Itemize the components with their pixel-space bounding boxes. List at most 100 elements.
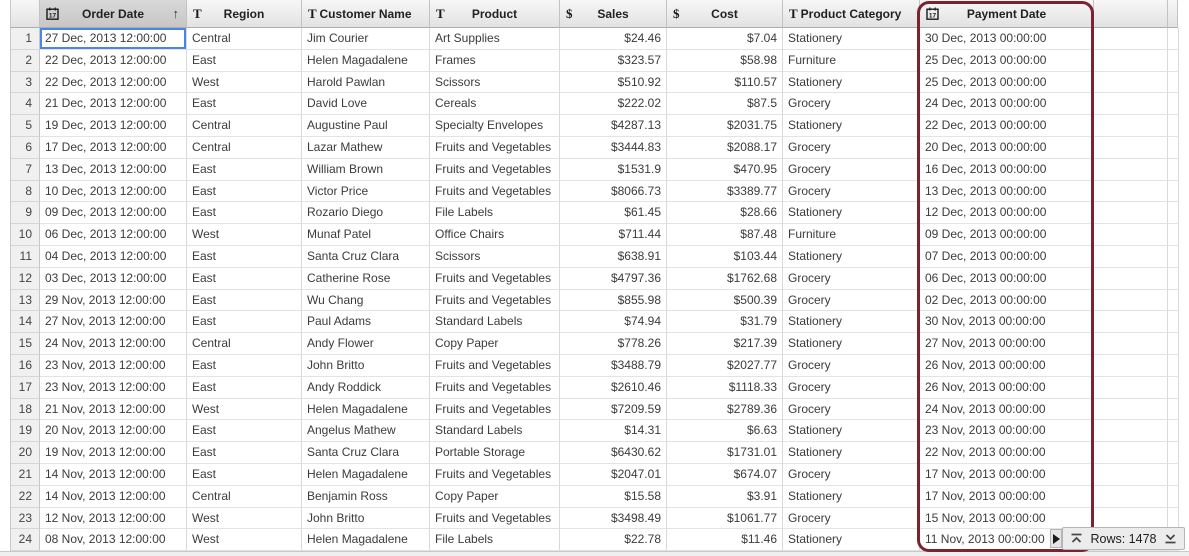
cell-order_date[interactable]: 19 Dec, 2013 12:00:00 [40,115,187,137]
cell-customer_name[interactable]: Wu Chang [302,289,430,312]
cell-product_category[interactable]: Grocery [783,507,920,530]
cell-payment_date[interactable]: 23 Nov, 2013 00:00:00 [920,420,1094,443]
cell-payment_date[interactable]: 17 Nov, 2013 00:00:00 [920,463,1094,486]
cell-sales[interactable]: $4797.36 [560,267,667,290]
cell-order_date[interactable]: 29 Nov, 2013 12:00:00 [40,289,187,312]
cell-cost[interactable]: $470.95 [667,158,783,181]
selected-cell-order_date[interactable]: 27 Dec, 2013 12:00:00 [40,28,187,50]
cell-cost[interactable]: $1061.77 [667,507,783,530]
cell-payment_date[interactable]: 09 Dec, 2013 00:00:00 [920,224,1094,246]
cell-product[interactable]: Fruits and Vegetables [430,267,560,290]
cell-sales[interactable]: $4287.13 [560,115,667,137]
cell-product[interactable]: File Labels [430,529,560,552]
cell-product[interactable]: Frames [430,49,560,72]
cell-cost[interactable]: $674.07 [667,463,783,486]
cell-product_category[interactable]: Stationery [783,245,920,268]
cell-customer_name[interactable]: Benjamin Ross [302,485,430,508]
scroll-to-top-button[interactable] [1070,533,1083,544]
cell-region[interactable]: East [187,442,302,464]
cell-cost[interactable]: $28.66 [667,202,783,225]
cell-order_date[interactable]: 06 Dec, 2013 12:00:00 [40,224,187,246]
row-number[interactable]: 21 [11,463,40,486]
row-number[interactable]: 18 [11,398,40,421]
row-number[interactable]: 20 [11,442,40,464]
cell-customer_name[interactable]: Angelus Mathew [302,420,430,443]
cell-product_category[interactable]: Stationery [783,529,920,552]
cell-cost[interactable]: $3389.77 [667,180,783,203]
cell-order_date[interactable]: 17 Dec, 2013 12:00:00 [40,136,187,159]
cell-region[interactable]: East [187,93,302,116]
cell-cost[interactable]: $6.63 [667,420,783,443]
cell-product_category[interactable]: Grocery [783,158,920,181]
cell-sales[interactable]: $74.94 [560,311,667,334]
row-number[interactable]: 14 [11,311,40,334]
column-header-order_date[interactable]: 17 Order Date ↑ [40,0,187,28]
cell-order_date[interactable]: 21 Dec, 2013 12:00:00 [40,93,187,116]
cell-product[interactable]: Fruits and Vegetables [430,376,560,399]
cell-cost[interactable]: $58.98 [667,49,783,72]
cell-payment_date[interactable]: 07 Dec, 2013 00:00:00 [920,245,1094,268]
cell-product_category[interactable]: Stationery [783,333,920,355]
cell-customer_name[interactable]: Andy Flower [302,333,430,355]
cell-region[interactable]: Central [187,333,302,355]
cell-product[interactable]: Scissors [430,71,560,94]
cell-order_date[interactable]: 14 Nov, 2013 12:00:00 [40,463,187,486]
row-number[interactable]: 9 [11,202,40,225]
cell-customer_name[interactable]: Lazar Mathew [302,136,430,159]
cell-product[interactable]: Copy Paper [430,333,560,355]
cell-payment_date[interactable]: 20 Dec, 2013 00:00:00 [920,136,1094,159]
cell-cost[interactable]: $2027.77 [667,354,783,377]
cell-sales[interactable]: $2610.46 [560,376,667,399]
cell-payment_date[interactable]: 26 Nov, 2013 00:00:00 [920,354,1094,377]
cell-payment_date[interactable]: 25 Dec, 2013 00:00:00 [920,49,1094,72]
cell-sales[interactable]: $61.45 [560,202,667,225]
cell-product[interactable]: Copy Paper [430,485,560,508]
cell-product[interactable]: Fruits and Vegetables [430,507,560,530]
cell-region[interactable]: East [187,202,302,225]
cell-order_date[interactable]: 23 Nov, 2013 12:00:00 [40,354,187,377]
cell-product[interactable]: Office Chairs [430,224,560,246]
cell-cost[interactable]: $87.5 [667,93,783,116]
cell-region[interactable]: Central [187,28,302,50]
cell-product[interactable]: Fruits and Vegetables [430,398,560,421]
cell-product[interactable]: Fruits and Vegetables [430,158,560,181]
cell-customer_name[interactable]: Helen Magadalene [302,529,430,552]
cell-sales[interactable]: $22.78 [560,529,667,552]
cell-region[interactable]: East [187,49,302,72]
column-header-cost[interactable]: $ Cost [667,0,783,28]
cell-region[interactable]: West [187,507,302,530]
cell-sales[interactable]: $3488.79 [560,354,667,377]
cell-product_category[interactable]: Stationery [783,115,920,137]
cell-sales[interactable]: $7209.59 [560,398,667,421]
cell-payment_date[interactable]: 22 Nov, 2013 00:00:00 [920,442,1094,464]
cell-customer_name[interactable]: Augustine Paul [302,115,430,137]
cell-product[interactable]: Fruits and Vegetables [430,463,560,486]
column-header-customer_name[interactable]: T Customer Name [302,0,430,28]
scrollbar-right-arrow[interactable] [1050,529,1062,548]
cell-cost[interactable]: $87.48 [667,224,783,246]
cell-product[interactable]: Standard Labels [430,420,560,443]
cell-order_date[interactable]: 12 Nov, 2013 12:00:00 [40,507,187,530]
scroll-to-bottom-button[interactable] [1164,533,1177,544]
column-header-payment_date[interactable]: 17 Payment Date [920,0,1094,28]
cell-sales[interactable]: $510.92 [560,71,667,94]
cell-customer_name[interactable]: Victor Price [302,180,430,203]
cell-order_date[interactable]: 20 Nov, 2013 12:00:00 [40,420,187,443]
cell-product_category[interactable]: Grocery [783,398,920,421]
cell-product[interactable]: Standard Labels [430,311,560,334]
cell-region[interactable]: East [187,158,302,181]
cell-sales[interactable]: $323.57 [560,49,667,72]
cell-product_category[interactable]: Stationery [783,202,920,225]
cell-cost[interactable]: $2031.75 [667,115,783,137]
cell-region[interactable]: West [187,71,302,94]
cell-product_category[interactable]: Stationery [783,420,920,443]
row-number[interactable]: 2 [11,49,40,72]
cell-order_date[interactable]: 27 Nov, 2013 12:00:00 [40,311,187,334]
cell-order_date[interactable]: 14 Nov, 2013 12:00:00 [40,485,187,508]
cell-customer_name[interactable]: Paul Adams [302,311,430,334]
cell-product[interactable]: Cereals [430,93,560,116]
cell-order_date[interactable]: 09 Dec, 2013 12:00:00 [40,202,187,225]
cell-region[interactable]: East [187,354,302,377]
cell-order_date[interactable]: 19 Nov, 2013 12:00:00 [40,442,187,464]
row-number[interactable]: 1 [11,28,40,50]
